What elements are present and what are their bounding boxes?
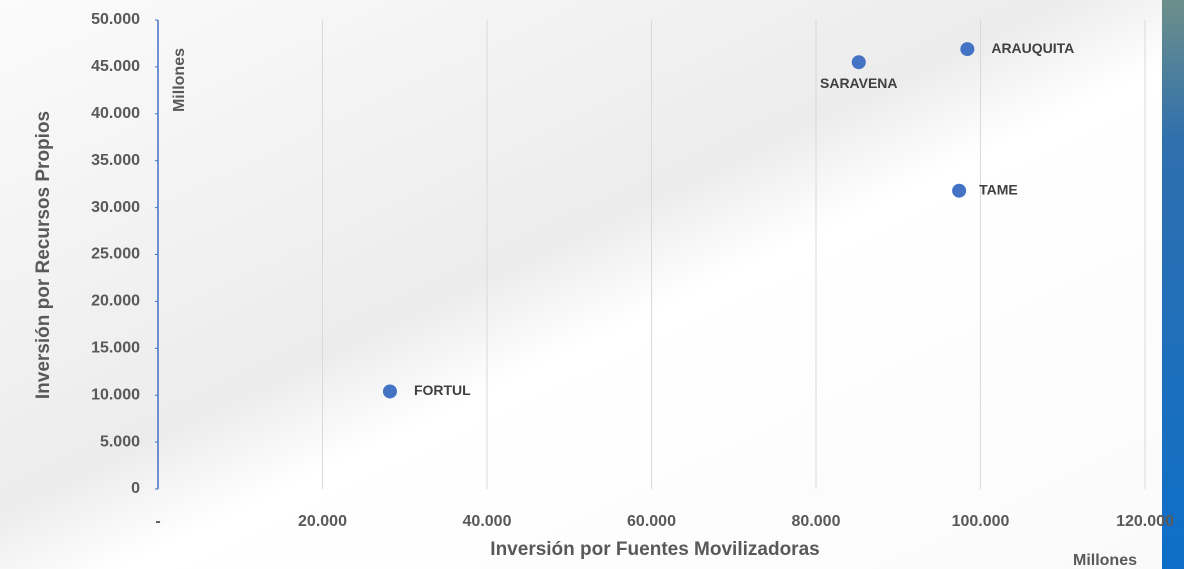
x-axis-title: Inversión por Fuentes Movilizadoras — [490, 539, 819, 560]
chart: Inversión por Recursos Propios Millones … — [0, 0, 1184, 569]
point-label: SARAVENA — [820, 75, 898, 91]
x-tick-label: 20.000 — [298, 513, 347, 530]
y-tick-label: 5.000 — [100, 433, 140, 450]
y-tick-label: 20.000 — [91, 293, 140, 310]
side-image — [1162, 0, 1184, 569]
x-tick-label: 60.000 — [627, 513, 676, 530]
y-tick-label: 25.000 — [91, 246, 140, 263]
y-tick-label: 30.000 — [91, 199, 140, 216]
point — [952, 184, 966, 198]
x-tick-label: - — [155, 513, 160, 530]
x-tick-label: 40.000 — [463, 513, 512, 530]
x-unit-label: Millones — [1073, 552, 1137, 569]
y-axis-title: Inversión por Recursos Propios — [33, 111, 54, 399]
x-tick-label: 120.000 — [1116, 513, 1174, 530]
y-tick-label: 10.000 — [91, 386, 140, 403]
x-tick-label: 100.000 — [952, 513, 1010, 530]
point-label: TAME — [979, 181, 1018, 197]
y-tick-label: 15.000 — [91, 340, 140, 357]
y-tick-label: 40.000 — [91, 105, 140, 122]
y-tick-label: 45.000 — [91, 58, 140, 75]
point-label: ARAUQUITA — [991, 40, 1074, 56]
y-tick-label: 0 — [131, 480, 140, 497]
y-tick-label: 50.000 — [91, 11, 140, 28]
x-tick-label: 80.000 — [792, 513, 841, 530]
point — [852, 55, 866, 69]
y-tick-label: 35.000 — [91, 152, 140, 169]
y-unit-label: Millones — [171, 48, 188, 112]
point-label: FORTUL — [414, 382, 471, 398]
point — [383, 384, 397, 398]
point — [960, 42, 974, 56]
